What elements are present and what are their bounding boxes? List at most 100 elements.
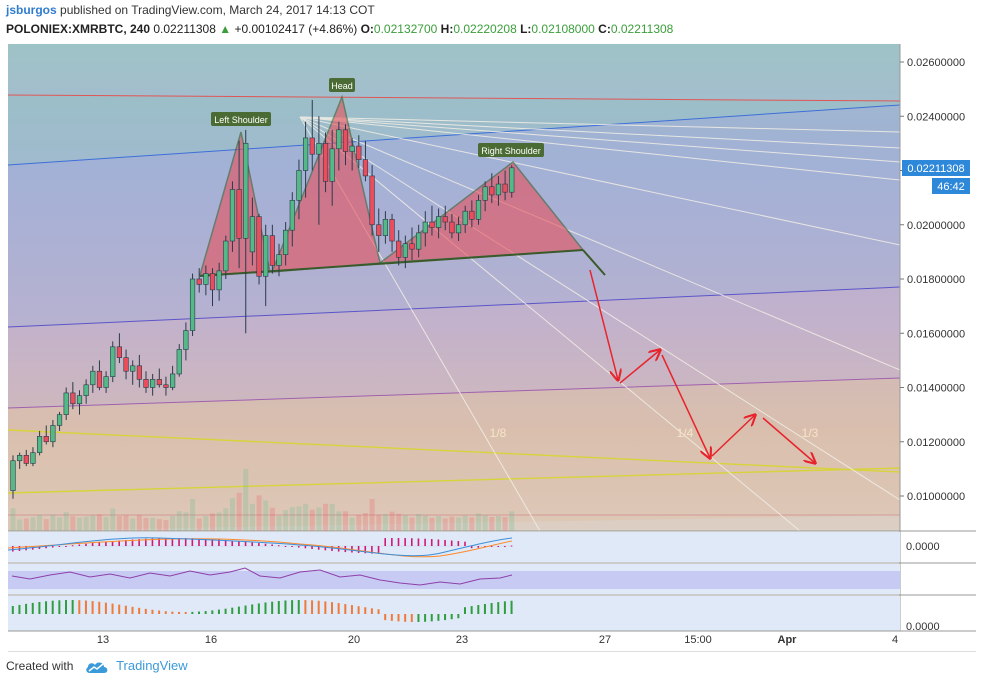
- price-change: +0.00102417 (+4.86%): [234, 22, 358, 36]
- candle: [43, 425, 49, 445]
- ao-bar: [337, 603, 340, 614]
- symbol-name[interactable]: POLONIEX:XMRBTC, 240: [6, 22, 151, 36]
- projection-arrows[interactable]: [589, 269, 815, 463]
- macd-bar: [444, 539, 446, 546]
- rsi-line: [11, 567, 513, 586]
- ao-bar: [450, 614, 453, 620]
- pitchfork-lower-mid-line[interactable]: [7, 377, 901, 409]
- price-axis[interactable]: 0.026000000.024000000.022000000.02000000…: [900, 57, 965, 503]
- pitchfork-upper-line[interactable]: [7, 104, 901, 166]
- candle: [263, 224, 269, 307]
- ao-bar: [58, 600, 61, 614]
- volume-bar: [156, 519, 162, 531]
- volume-bar: [283, 510, 289, 531]
- ao-bar: [477, 605, 480, 614]
- candle: [276, 243, 282, 277]
- candle-body: [283, 229, 289, 255]
- candlestick-series[interactable]: [10, 99, 515, 499]
- candle-body: [342, 129, 349, 152]
- candle: [329, 129, 335, 206]
- author-link[interactable]: jsburgos: [6, 3, 57, 17]
- label-right-shoulder: Right Shoulder: [478, 143, 544, 157]
- price-tick-label: 0.01000000: [907, 491, 965, 503]
- macd-signal-line: [7, 538, 513, 558]
- fan-line: [299, 116, 901, 181]
- volume-bar: [456, 517, 462, 531]
- yellow-support-line-2[interactable]: [7, 467, 901, 494]
- candle-body: [30, 452, 36, 464]
- fan-line: [299, 116, 801, 532]
- ao-bar: [417, 614, 420, 622]
- fan-line: [299, 116, 901, 163]
- ao-bar: [38, 602, 41, 614]
- time-label: 27: [599, 634, 611, 646]
- volume-bar: [43, 519, 49, 531]
- macd-bar: [470, 546, 473, 549]
- fan-line: [299, 116, 901, 246]
- volume-bar: [57, 517, 63, 531]
- volume-bar: [263, 500, 269, 531]
- candle: [70, 382, 76, 410]
- ao-bar: [51, 600, 54, 614]
- ao-bar: [251, 604, 254, 614]
- candle-body: [269, 235, 275, 266]
- candle: [462, 205, 468, 233]
- pitchfork-mid-line[interactable]: [7, 286, 901, 328]
- fan-label-1-4: 1/4: [677, 426, 694, 440]
- ao-bar: [510, 600, 513, 614]
- yellow-support-line-1[interactable]: [7, 429, 901, 473]
- candle: [342, 124, 349, 166]
- macd-bar: [490, 546, 493, 547]
- price-tick-label: 0.01200000: [907, 437, 965, 449]
- macd-bar: [231, 540, 234, 546]
- macd-bar: [497, 546, 500, 547]
- chart-area[interactable]: Left Shoulder Head Right Shoulder 1/8 1/…: [6, 40, 976, 652]
- candle-body: [509, 167, 515, 193]
- ao-bar: [191, 611, 194, 614]
- fan-label-1-8: 1/8: [490, 426, 507, 440]
- tradingview-link[interactable]: TradingView: [116, 658, 188, 673]
- volume-bar: [276, 515, 282, 531]
- candle: [382, 211, 389, 244]
- candle: [455, 216, 462, 242]
- candle-body: [389, 219, 395, 242]
- ao-bar: [144, 608, 147, 614]
- candle-body: [23, 455, 29, 464]
- candle: [316, 116, 322, 225]
- macd-bar: [171, 538, 174, 546]
- ao-bar: [324, 601, 327, 614]
- macd-bar: [258, 543, 260, 546]
- ao-bar: [430, 614, 433, 622]
- pitchfork-median-line[interactable]: [7, 94, 901, 102]
- macd-bar: [364, 546, 367, 554]
- macd-pane[interactable]: [8, 532, 900, 562]
- macd-bar: [125, 539, 127, 546]
- ao-bar: [350, 605, 353, 614]
- candle-body: [482, 186, 488, 201]
- ao-bar: [158, 610, 161, 614]
- candle-body: [63, 392, 69, 415]
- publish-text: published on TradingView.com, March 24, …: [60, 3, 375, 17]
- candle: [475, 194, 482, 225]
- time-axis[interactable]: 13 16 20 23 27 15:00 Apr 4: [97, 634, 898, 646]
- candle-body: [369, 175, 375, 226]
- macd-bar: [12, 546, 14, 552]
- fan-line: [299, 116, 901, 371]
- macd-bar: [251, 542, 253, 546]
- candle: [23, 449, 29, 467]
- ao-bar: [224, 608, 227, 614]
- candle-body: [229, 189, 236, 242]
- candle-body: [223, 240, 229, 272]
- ao-pane[interactable]: [8, 596, 900, 631]
- volume-bar: [429, 517, 435, 531]
- macd-bar: [424, 538, 426, 546]
- candle-body: [249, 216, 256, 253]
- macd-bar: [297, 546, 300, 548]
- ao-bar: [497, 602, 500, 614]
- ao-bar: [98, 601, 101, 614]
- volume-bar: [343, 511, 348, 531]
- macd-line: [7, 537, 513, 557]
- price-tick-label: 0.01800000: [907, 274, 965, 286]
- volume-bar: [482, 515, 488, 531]
- close-value: 0.02211308: [610, 22, 674, 36]
